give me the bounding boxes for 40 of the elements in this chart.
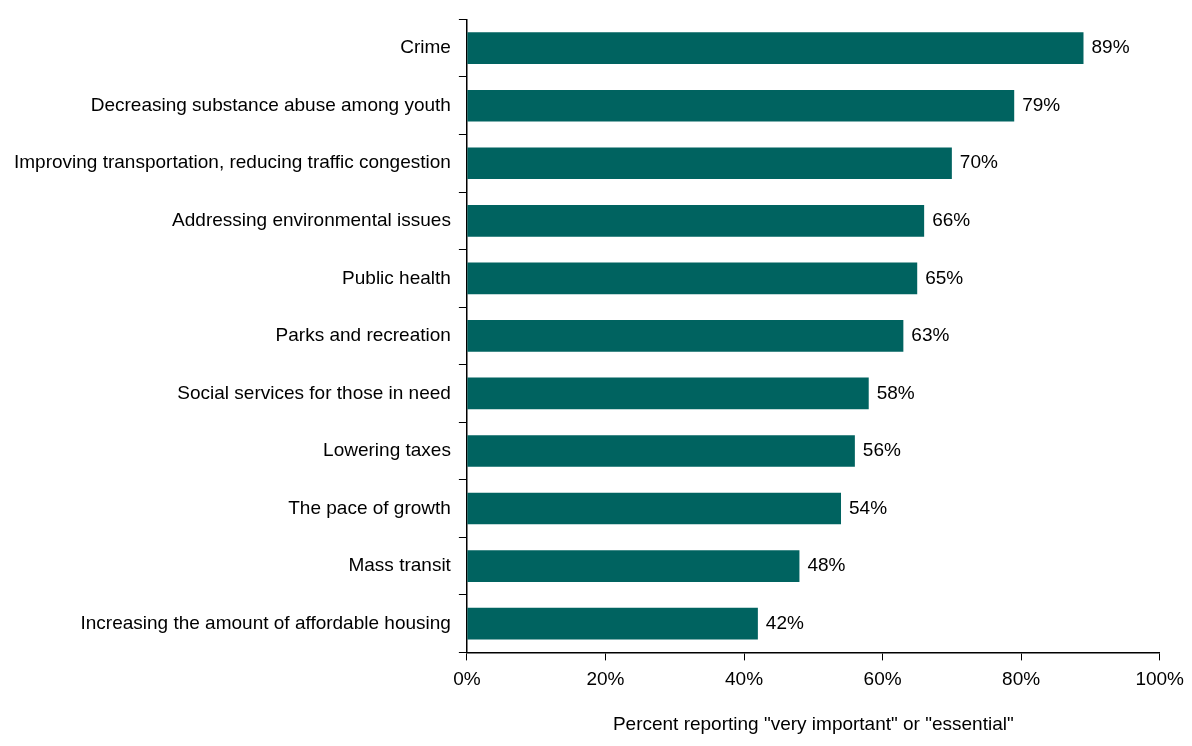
x-tick-label: 0% xyxy=(453,668,481,690)
bar xyxy=(467,607,758,640)
y-tick-label: Lowering taxes xyxy=(323,439,451,461)
bar xyxy=(467,262,918,295)
y-tick-label: Increasing the amount of affordable housing xyxy=(80,611,451,633)
data-label: 89% xyxy=(1091,36,1130,58)
data-label: 65% xyxy=(925,266,964,288)
bar xyxy=(467,377,869,410)
y-tick-label: Social services for those in need xyxy=(177,381,451,403)
data-label: 66% xyxy=(932,209,971,231)
y-tick-label: Improving transportation, reducing traffic congestion xyxy=(14,151,451,173)
y-tick-label: Crime xyxy=(400,36,451,58)
data-label: 58% xyxy=(876,381,915,403)
data-label: 42% xyxy=(765,611,804,633)
bar xyxy=(467,320,904,352)
bar xyxy=(467,32,1084,64)
x-tick-label: 60% xyxy=(863,668,902,690)
bar xyxy=(467,89,1015,122)
data-label: 56% xyxy=(862,439,901,461)
y-tick-label: Decreasing substance abuse among youth xyxy=(90,93,451,115)
y-tick-label: The pace of growth xyxy=(288,496,451,518)
x-axis-title: Percent reporting "very important" or "essential" xyxy=(612,712,1014,734)
y-tick-label: Public health xyxy=(342,266,451,288)
bar xyxy=(467,204,925,237)
y-tick-label: Addressing environmental issues xyxy=(172,209,451,231)
y-tick-label: Mass transit xyxy=(348,554,452,576)
bar xyxy=(467,550,800,582)
x-tick-label: 40% xyxy=(725,668,764,690)
bar xyxy=(467,492,842,525)
bar xyxy=(467,147,952,180)
data-label: 54% xyxy=(849,496,888,518)
x-tick-label: 80% xyxy=(1002,668,1041,690)
data-label: 48% xyxy=(807,554,846,576)
x-tick-label: 100% xyxy=(1135,668,1185,690)
data-label: 70% xyxy=(959,151,998,173)
data-label: 63% xyxy=(911,324,950,346)
y-tick-label: Parks and recreation xyxy=(275,324,451,346)
x-tick-label: 20% xyxy=(586,668,625,690)
bar xyxy=(467,435,855,467)
data-label: 79% xyxy=(1022,93,1061,115)
